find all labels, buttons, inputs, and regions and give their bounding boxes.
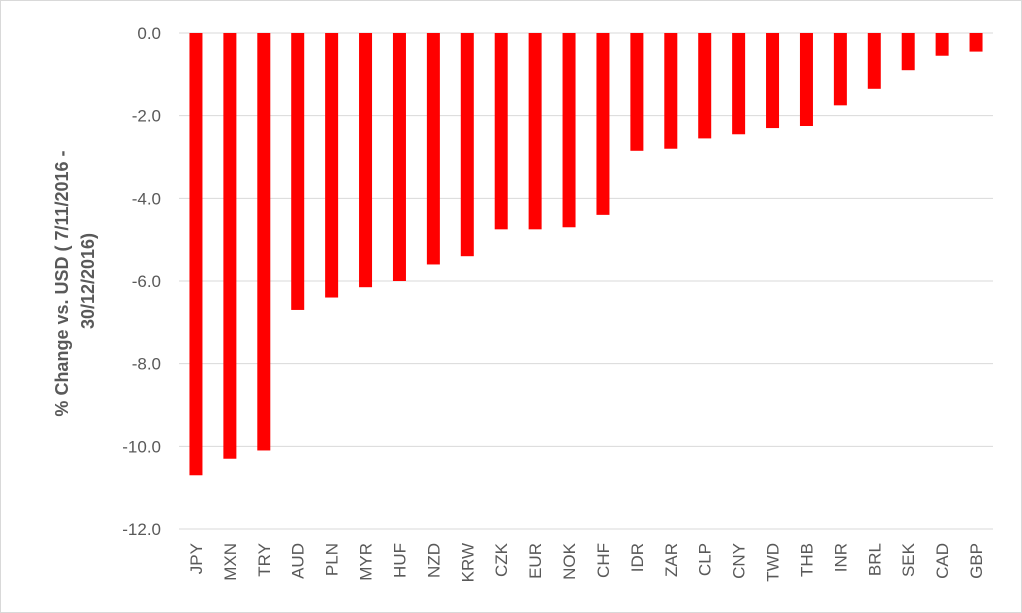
x-tick-label: CLP bbox=[696, 543, 715, 576]
bar-zar bbox=[664, 33, 678, 149]
bar-thb bbox=[799, 33, 813, 126]
x-tick-label: HUF bbox=[390, 543, 409, 578]
bars bbox=[189, 33, 983, 476]
x-tick-label: CZK bbox=[492, 542, 511, 577]
y-tick-label: -12.0 bbox=[122, 520, 161, 539]
bar-cny bbox=[732, 33, 746, 135]
bar-clp bbox=[698, 33, 712, 139]
bar-cad bbox=[935, 33, 949, 56]
x-tick-label: JPY bbox=[187, 543, 206, 574]
x-tick-label: NOK bbox=[560, 542, 579, 580]
x-tick-label: GBP bbox=[967, 543, 986, 579]
bar-jpy bbox=[189, 33, 203, 476]
bar-eur bbox=[528, 33, 542, 230]
x-tick-label: THB bbox=[797, 543, 816, 577]
bar-krw bbox=[460, 33, 474, 257]
x-tick-label: PLN bbox=[323, 543, 342, 576]
bar-aud bbox=[291, 33, 305, 310]
x-tick-label: TRY bbox=[255, 543, 274, 577]
y-axis-tick-labels: 0.0 -2.0 -4.0 -6.0 -8.0 -10.0 -12.0 bbox=[122, 24, 161, 539]
x-tick-label: CAD bbox=[933, 543, 952, 579]
x-tick-label: SEK bbox=[899, 542, 918, 577]
bar-sek bbox=[901, 33, 915, 71]
x-tick-label: CNY bbox=[730, 543, 749, 579]
x-tick-label: TWD bbox=[764, 543, 783, 582]
bar-brl bbox=[867, 33, 881, 89]
bar-chf bbox=[596, 33, 610, 215]
bar-czk bbox=[494, 33, 508, 230]
x-tick-label: EUR bbox=[526, 543, 545, 579]
x-tick-label: BRL bbox=[865, 543, 884, 576]
x-tick-label: ZAR bbox=[662, 543, 681, 577]
x-tick-label: MXN bbox=[221, 543, 240, 581]
bar-nzd bbox=[426, 33, 440, 265]
y-tick-label: -4.0 bbox=[132, 189, 161, 208]
bar-pln bbox=[325, 33, 339, 298]
y-axis-title: % Change vs. USD ( 7/11/2016 - 30/12/201… bbox=[52, 145, 98, 416]
y-tick-label: -8.0 bbox=[132, 355, 161, 374]
bar-inr bbox=[833, 33, 847, 106]
bar-gbp bbox=[969, 33, 983, 52]
gridlines bbox=[179, 32, 993, 530]
bar-mxn bbox=[223, 33, 237, 459]
y-tick-label: -6.0 bbox=[132, 272, 161, 291]
bar-nok bbox=[562, 33, 576, 228]
bar-twd bbox=[766, 33, 780, 129]
y-tick-label: -10.0 bbox=[122, 437, 161, 456]
bar-myr bbox=[359, 33, 373, 288]
x-axis-tick-labels: JPY MXN TRY AUD PLN MYR HUF NZD KRW CZK EUR NOK CHF I… bbox=[187, 542, 986, 582]
x-tick-label: CHF bbox=[594, 543, 613, 578]
y-tick-label: -2.0 bbox=[132, 107, 161, 126]
y-tick-label: 0.0 bbox=[137, 24, 161, 43]
x-tick-label: KRW bbox=[458, 543, 477, 582]
y-axis-title-line-1: % Change vs. USD ( 7/11/2016 - bbox=[52, 150, 72, 416]
bar-idr bbox=[630, 33, 644, 151]
x-tick-label: NZD bbox=[424, 543, 443, 578]
x-tick-label: IDR bbox=[628, 543, 647, 572]
bar-try bbox=[257, 33, 271, 451]
bar-huf bbox=[392, 33, 406, 281]
y-axis-title-line-2: 30/12/2016) bbox=[78, 233, 98, 329]
x-tick-label: MYR bbox=[357, 543, 376, 581]
x-tick-label: AUD bbox=[289, 543, 308, 579]
x-tick-label: INR bbox=[831, 543, 850, 572]
